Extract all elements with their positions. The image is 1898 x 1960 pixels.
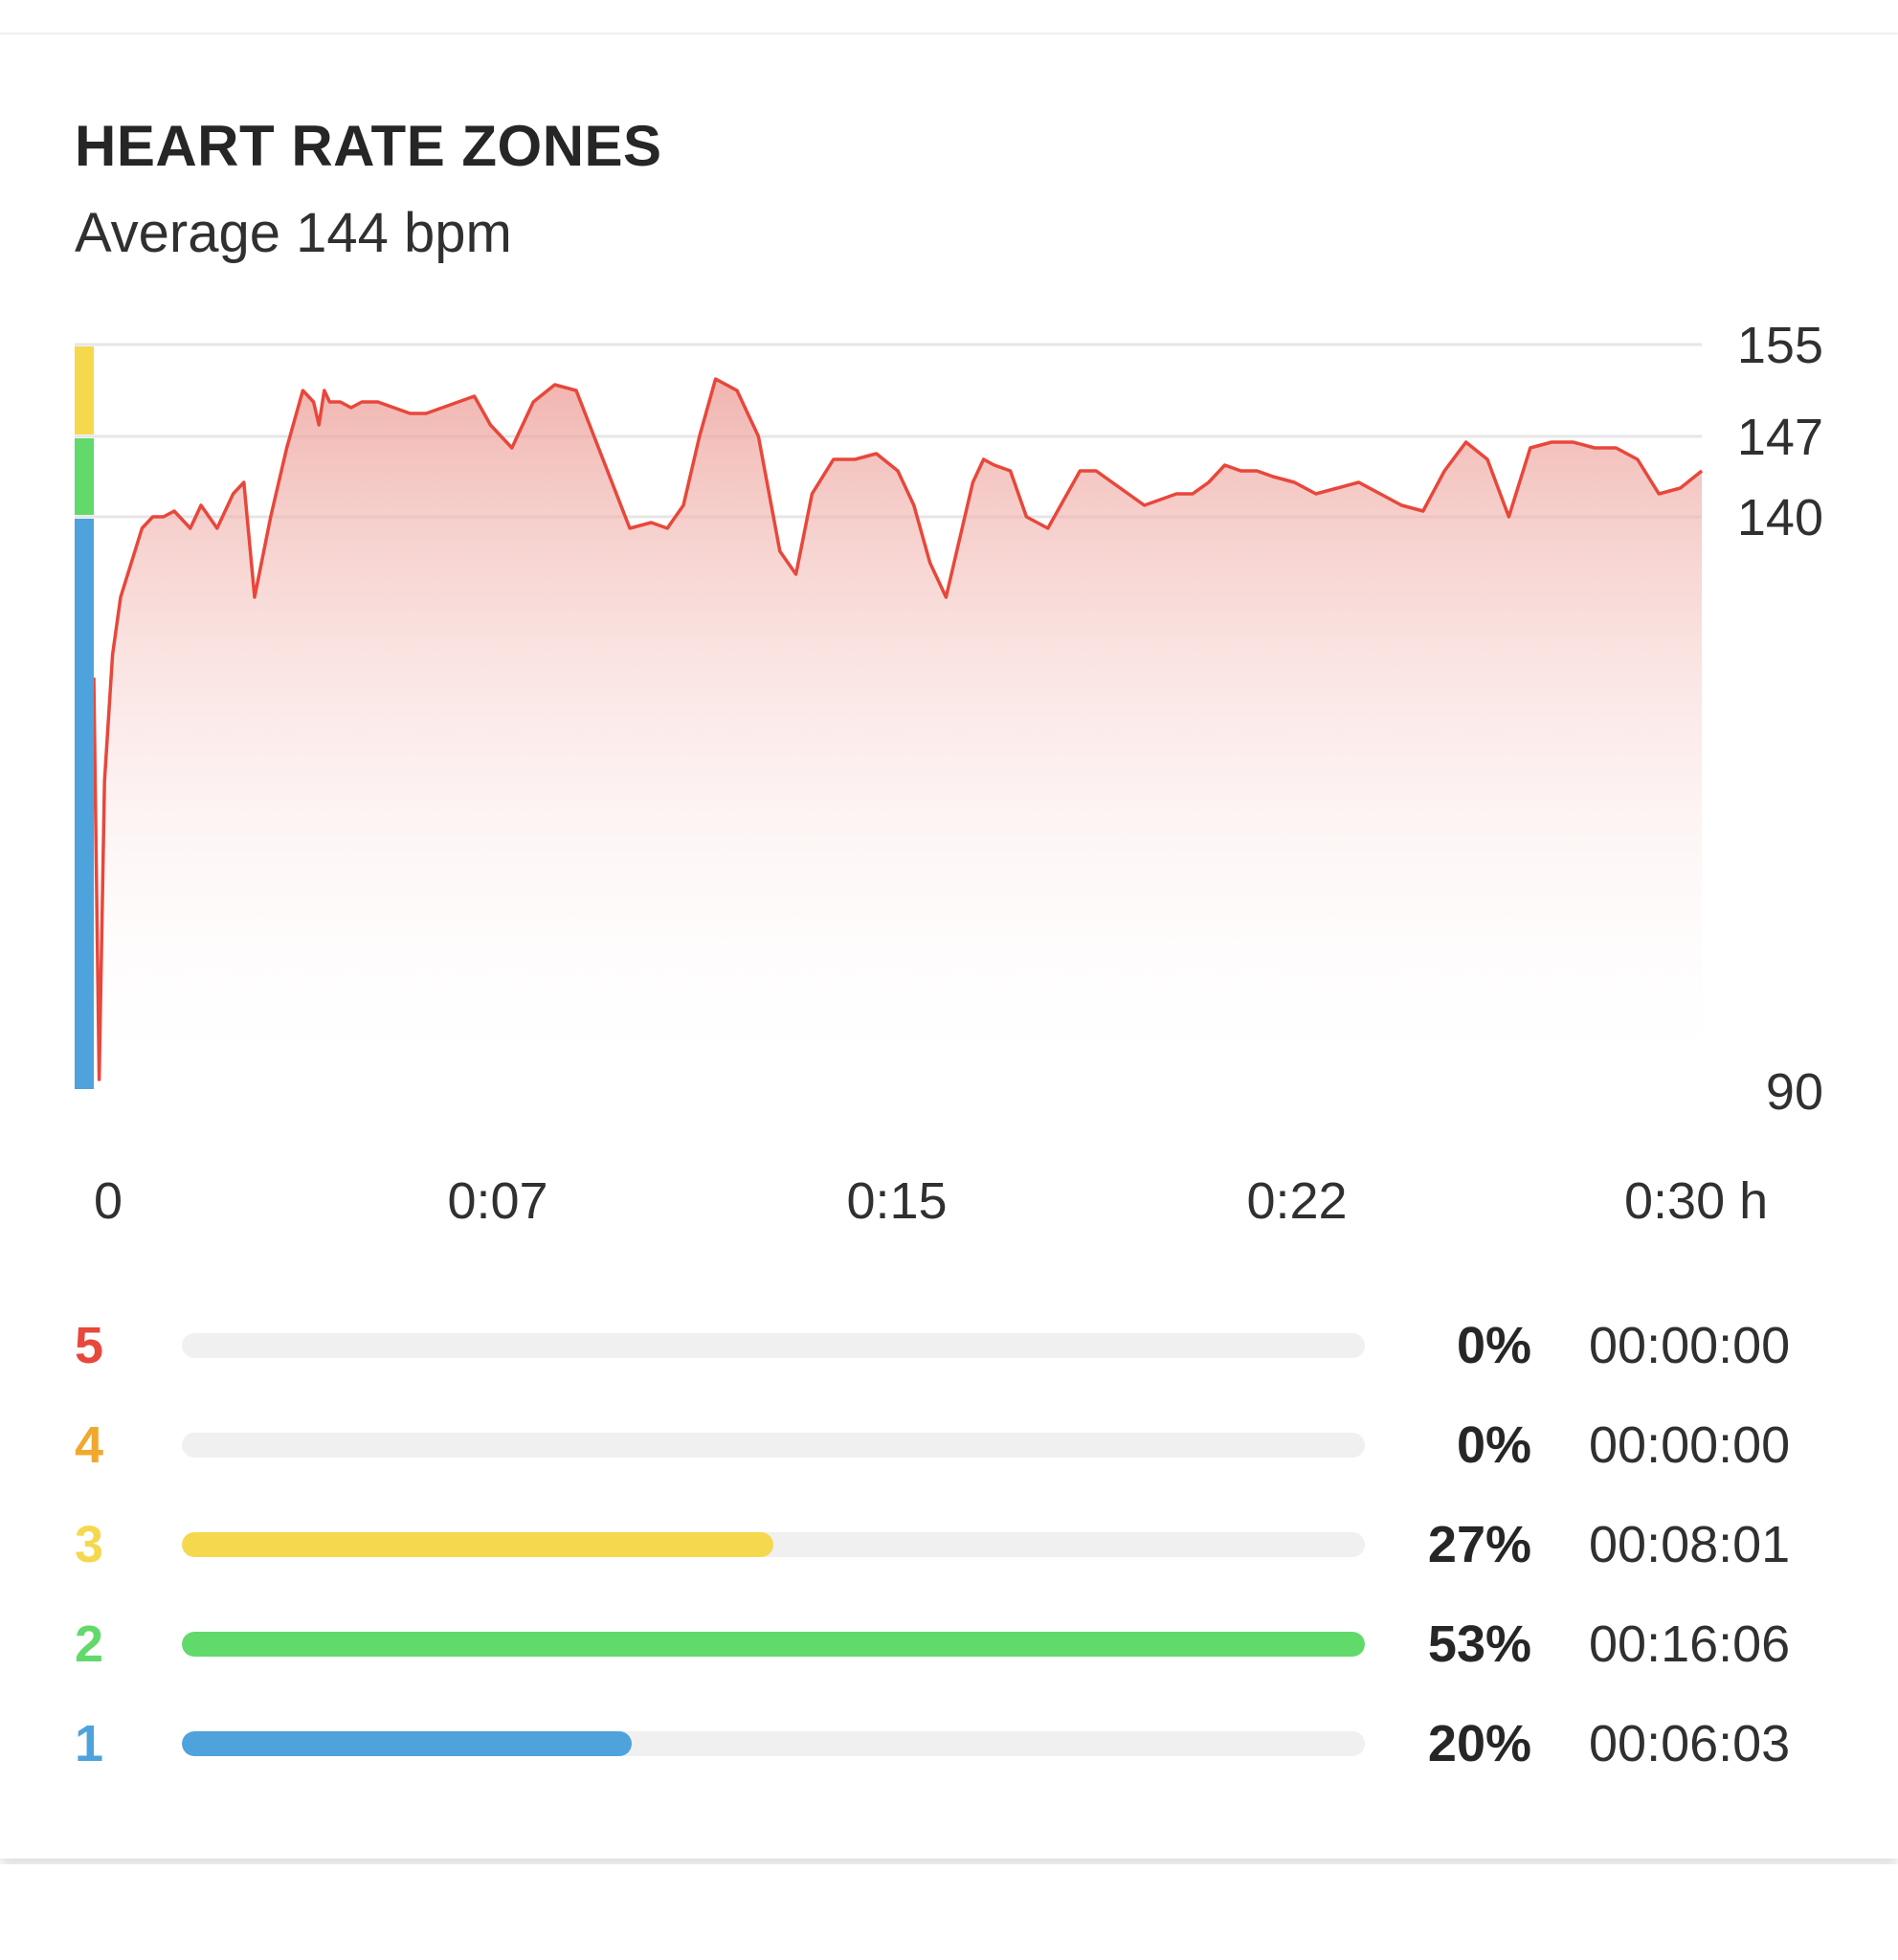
y-tick-label: 147	[1737, 409, 1823, 466]
zone-percent: 0%	[1456, 1317, 1531, 1374]
y-tick-label: 140	[1737, 489, 1823, 546]
x-tick-label: 0:07	[447, 1172, 547, 1230]
x-tick-label: 0:15	[846, 1172, 947, 1230]
zone-number: 4	[75, 1416, 104, 1474]
zone-2-band	[75, 438, 94, 515]
zone-row-5: 5 0% 00:00:00	[0, 1317, 1898, 1374]
heart-rate-line	[92, 377, 1704, 1081]
zone-row-1: 1 20% 00:06:03	[0, 1715, 1898, 1772]
zone-3-band	[75, 346, 94, 434]
zone-bar-track	[182, 1731, 1365, 1756]
zone-bands	[75, 346, 94, 1089]
zone-bar-fill	[182, 1632, 1365, 1657]
zone-bar-track	[182, 1333, 1365, 1358]
zone-number: 2	[75, 1615, 104, 1673]
zone-duration: 00:08:01	[1589, 1516, 1791, 1573]
x-axis-labels: 0 0:07 0:15 0:22 0:30 h	[94, 1172, 1768, 1230]
zone-percent: 20%	[1427, 1715, 1531, 1772]
zone-bar-track	[182, 1433, 1365, 1458]
x-tick-label: 0	[94, 1172, 123, 1230]
zone-number: 3	[75, 1516, 104, 1573]
average-bpm-subtitle: Average 144 bpm	[75, 202, 512, 264]
zone-row-2: 2 53% 00:16:06	[0, 1615, 1898, 1673]
zone-duration: 00:16:06	[1589, 1615, 1791, 1673]
y-tick-label: 90	[1766, 1063, 1823, 1121]
zone-1-band	[75, 519, 94, 1089]
x-tick-label: 0:30 h	[1624, 1172, 1768, 1230]
zone-duration: 00:00:00	[1589, 1416, 1791, 1474]
zone-duration: 00:00:00	[1589, 1317, 1791, 1374]
heart-rate-chart: 155 147 140 90 0 0:07 0:15 0:22 0:30 h	[75, 317, 1823, 1230]
y-axis-labels: 155 147 140 90	[1737, 317, 1823, 1121]
zone-percent: 27%	[1427, 1516, 1531, 1573]
zone-bar-fill	[182, 1532, 773, 1557]
x-tick-label: 0:22	[1246, 1172, 1347, 1230]
zone-bar-track	[182, 1532, 1365, 1557]
card-title: HEART RATE ZONES	[75, 114, 662, 178]
zone-percent: 0%	[1456, 1416, 1531, 1474]
zone-bar-fill	[182, 1731, 632, 1756]
page-background	[0, 1864, 1898, 1960]
zone-number: 5	[75, 1317, 104, 1374]
zone-row-4: 4 0% 00:00:00	[0, 1416, 1898, 1474]
y-tick-label: 155	[1737, 317, 1823, 374]
zone-number: 1	[75, 1715, 104, 1772]
zone-duration: 00:06:03	[1589, 1715, 1791, 1772]
heart-rate-area	[94, 379, 1702, 1091]
zone-row-3: 3 27% 00:08:01	[0, 1516, 1898, 1573]
zone-percent: 53%	[1427, 1615, 1531, 1673]
zone-bar-track	[182, 1632, 1365, 1657]
